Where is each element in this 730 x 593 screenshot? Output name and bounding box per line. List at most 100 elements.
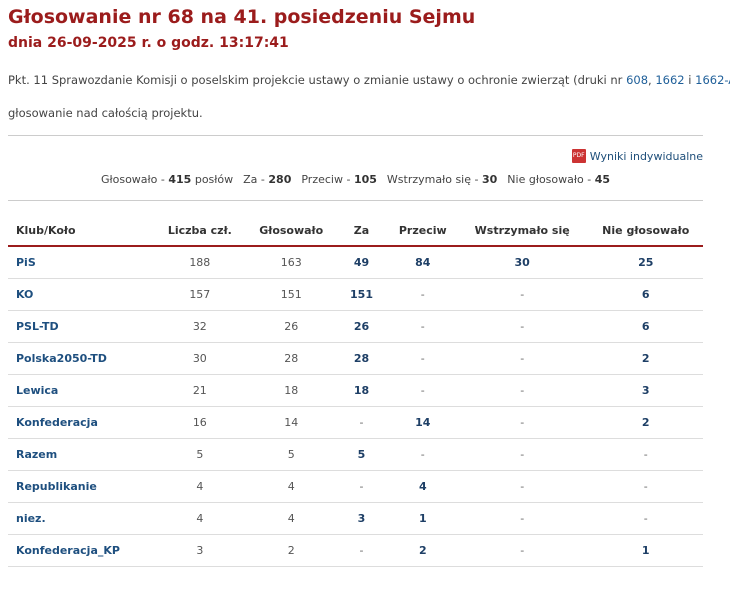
summary-label: Nie głosowało - xyxy=(507,173,592,186)
club-name: KO xyxy=(8,278,151,311)
agenda-text: Pkt. 11 Sprawozdanie Komisji o poselskim… xyxy=(8,73,627,87)
table-body: PiS 188 163 49 84 30 25 KO 157 151 151- -6 PSL-TD 32 2… xyxy=(8,246,703,567)
cell: - xyxy=(333,470,390,503)
subject: głosowanie nad całością projektu. xyxy=(8,106,203,120)
cell: 4 xyxy=(150,502,250,535)
summary-item: Nie głosowało - 45 xyxy=(507,173,610,186)
cell: - xyxy=(333,406,390,439)
club-link[interactable]: Razem xyxy=(16,448,58,461)
cell: 4 xyxy=(150,470,250,503)
club-row: KO 157 151 151- -6 xyxy=(8,278,703,311)
summary-label: Przeciw - xyxy=(301,173,351,186)
cell: - xyxy=(455,534,589,567)
column-header: Głosowało xyxy=(249,215,334,247)
club-link[interactable]: niez. xyxy=(16,512,46,525)
cell: 151 xyxy=(249,278,334,311)
cell: 28 xyxy=(333,342,390,375)
cell: 2 xyxy=(588,406,703,439)
club-row: Konfederacja_KP 3 2-2-1 xyxy=(8,534,703,567)
club-name: PSL-TD xyxy=(8,310,151,343)
club-name: niez. xyxy=(8,502,151,535)
club-row: Republikanie 4 4-4- - xyxy=(8,470,703,503)
club-row: Polska2050-TD 30 28 28- -2 xyxy=(8,342,703,375)
club-link[interactable]: Republikanie xyxy=(16,480,97,493)
cell: - xyxy=(389,374,456,407)
club-row: niez. 4 4 3 1- - xyxy=(8,502,703,535)
cell: 163 xyxy=(249,246,334,279)
cell: - xyxy=(455,278,589,311)
cell: 30 xyxy=(455,246,589,279)
summary-item: Za - 280 xyxy=(243,173,291,186)
summary-item: Wstrzymało się - 30 xyxy=(387,173,497,186)
results-link-text[interactable]: Wyniki indywidualne xyxy=(589,149,703,163)
cell: - xyxy=(455,342,589,375)
cell: - xyxy=(588,502,703,535)
agenda: Pkt. 11 Sprawozdanie Komisji o poselskim… xyxy=(8,73,730,87)
results-table: Klub/Koło Liczba czł. Głosowało Za Przeciw Ws… xyxy=(8,215,703,567)
summary-value: 415 xyxy=(168,173,192,186)
cell: 26 xyxy=(249,310,334,343)
cell: - xyxy=(455,310,589,343)
cell: 1 xyxy=(588,534,703,567)
results-link[interactable]: PDF Wyniki indywidualne xyxy=(571,149,703,163)
club-link[interactable]: Konfederacja_KP xyxy=(16,544,120,557)
cell: 32 xyxy=(150,310,250,343)
club-row: Razem 5 5 5- - - xyxy=(8,438,703,471)
cell: - xyxy=(455,502,589,535)
header-row: Klub/Koło Liczba czł. Głosowało Za Przeciw Ws… xyxy=(8,215,703,247)
agenda-text: i xyxy=(684,73,696,87)
club-link[interactable]: Lewica xyxy=(16,384,59,397)
club-name: Lewica xyxy=(8,374,151,407)
cell: 6 xyxy=(588,278,703,311)
cell: - xyxy=(389,342,456,375)
cell: 157 xyxy=(150,278,250,311)
summary-value: 280 xyxy=(268,173,292,186)
club-row: PiS 188 163 49 84 30 25 xyxy=(8,246,703,279)
summary: Głosowało - 415 posłów Za - 280 Przeciw - … xyxy=(8,173,703,186)
cell: 4 xyxy=(249,502,334,535)
cell: - xyxy=(389,310,456,343)
summary-label: Za - xyxy=(243,173,265,186)
cell: 84 xyxy=(389,246,456,279)
club-name: PiS xyxy=(8,246,151,279)
cell: - xyxy=(455,374,589,407)
cell: 151 xyxy=(333,278,390,311)
cell: - xyxy=(333,534,390,567)
cell: 14 xyxy=(249,406,334,439)
cell: 5 xyxy=(333,438,390,471)
summary-label: Głosowało - xyxy=(100,173,165,186)
cell: - xyxy=(588,470,703,503)
cell: 1 xyxy=(389,502,456,535)
cell: 16 xyxy=(150,406,250,439)
cell: 3 xyxy=(150,534,250,567)
cell: 30 xyxy=(150,342,250,375)
column-header: Wstrzymało się xyxy=(455,215,589,247)
summary-value: 105 xyxy=(353,173,377,186)
summary-item: Przeciw - 105 xyxy=(301,173,377,186)
cell: 2 xyxy=(389,534,456,567)
print-link[interactable]: 608 xyxy=(626,73,649,87)
cell: 5 xyxy=(249,438,334,471)
column-header: Przeciw xyxy=(389,215,456,247)
club-row: PSL-TD 32 26 26- -6 xyxy=(8,310,703,343)
club-name: Republikanie xyxy=(8,470,151,503)
club-name: Polska2050-TD xyxy=(8,342,151,375)
club-link[interactable]: Polska2050-TD xyxy=(16,352,107,365)
club-link[interactable]: KO xyxy=(16,288,34,301)
cell: - xyxy=(455,470,589,503)
club-link[interactable]: PSL-TD xyxy=(16,320,59,333)
club-name: Konfederacja xyxy=(8,406,151,439)
divider xyxy=(8,135,703,136)
cell: - xyxy=(588,438,703,471)
column-header: Za xyxy=(333,215,390,247)
print-link[interactable]: 1662-A xyxy=(695,73,730,87)
cell: 21 xyxy=(150,374,250,407)
print-link[interactable]: 1662 xyxy=(655,73,685,87)
club-link[interactable]: PiS xyxy=(16,256,36,269)
cell: - xyxy=(389,278,456,311)
title: Głosowanie nr 68 na 41. posiedzeniu Sejm… xyxy=(8,6,476,28)
club-link[interactable]: Konfederacja xyxy=(16,416,98,429)
cell: 188 xyxy=(150,246,250,279)
